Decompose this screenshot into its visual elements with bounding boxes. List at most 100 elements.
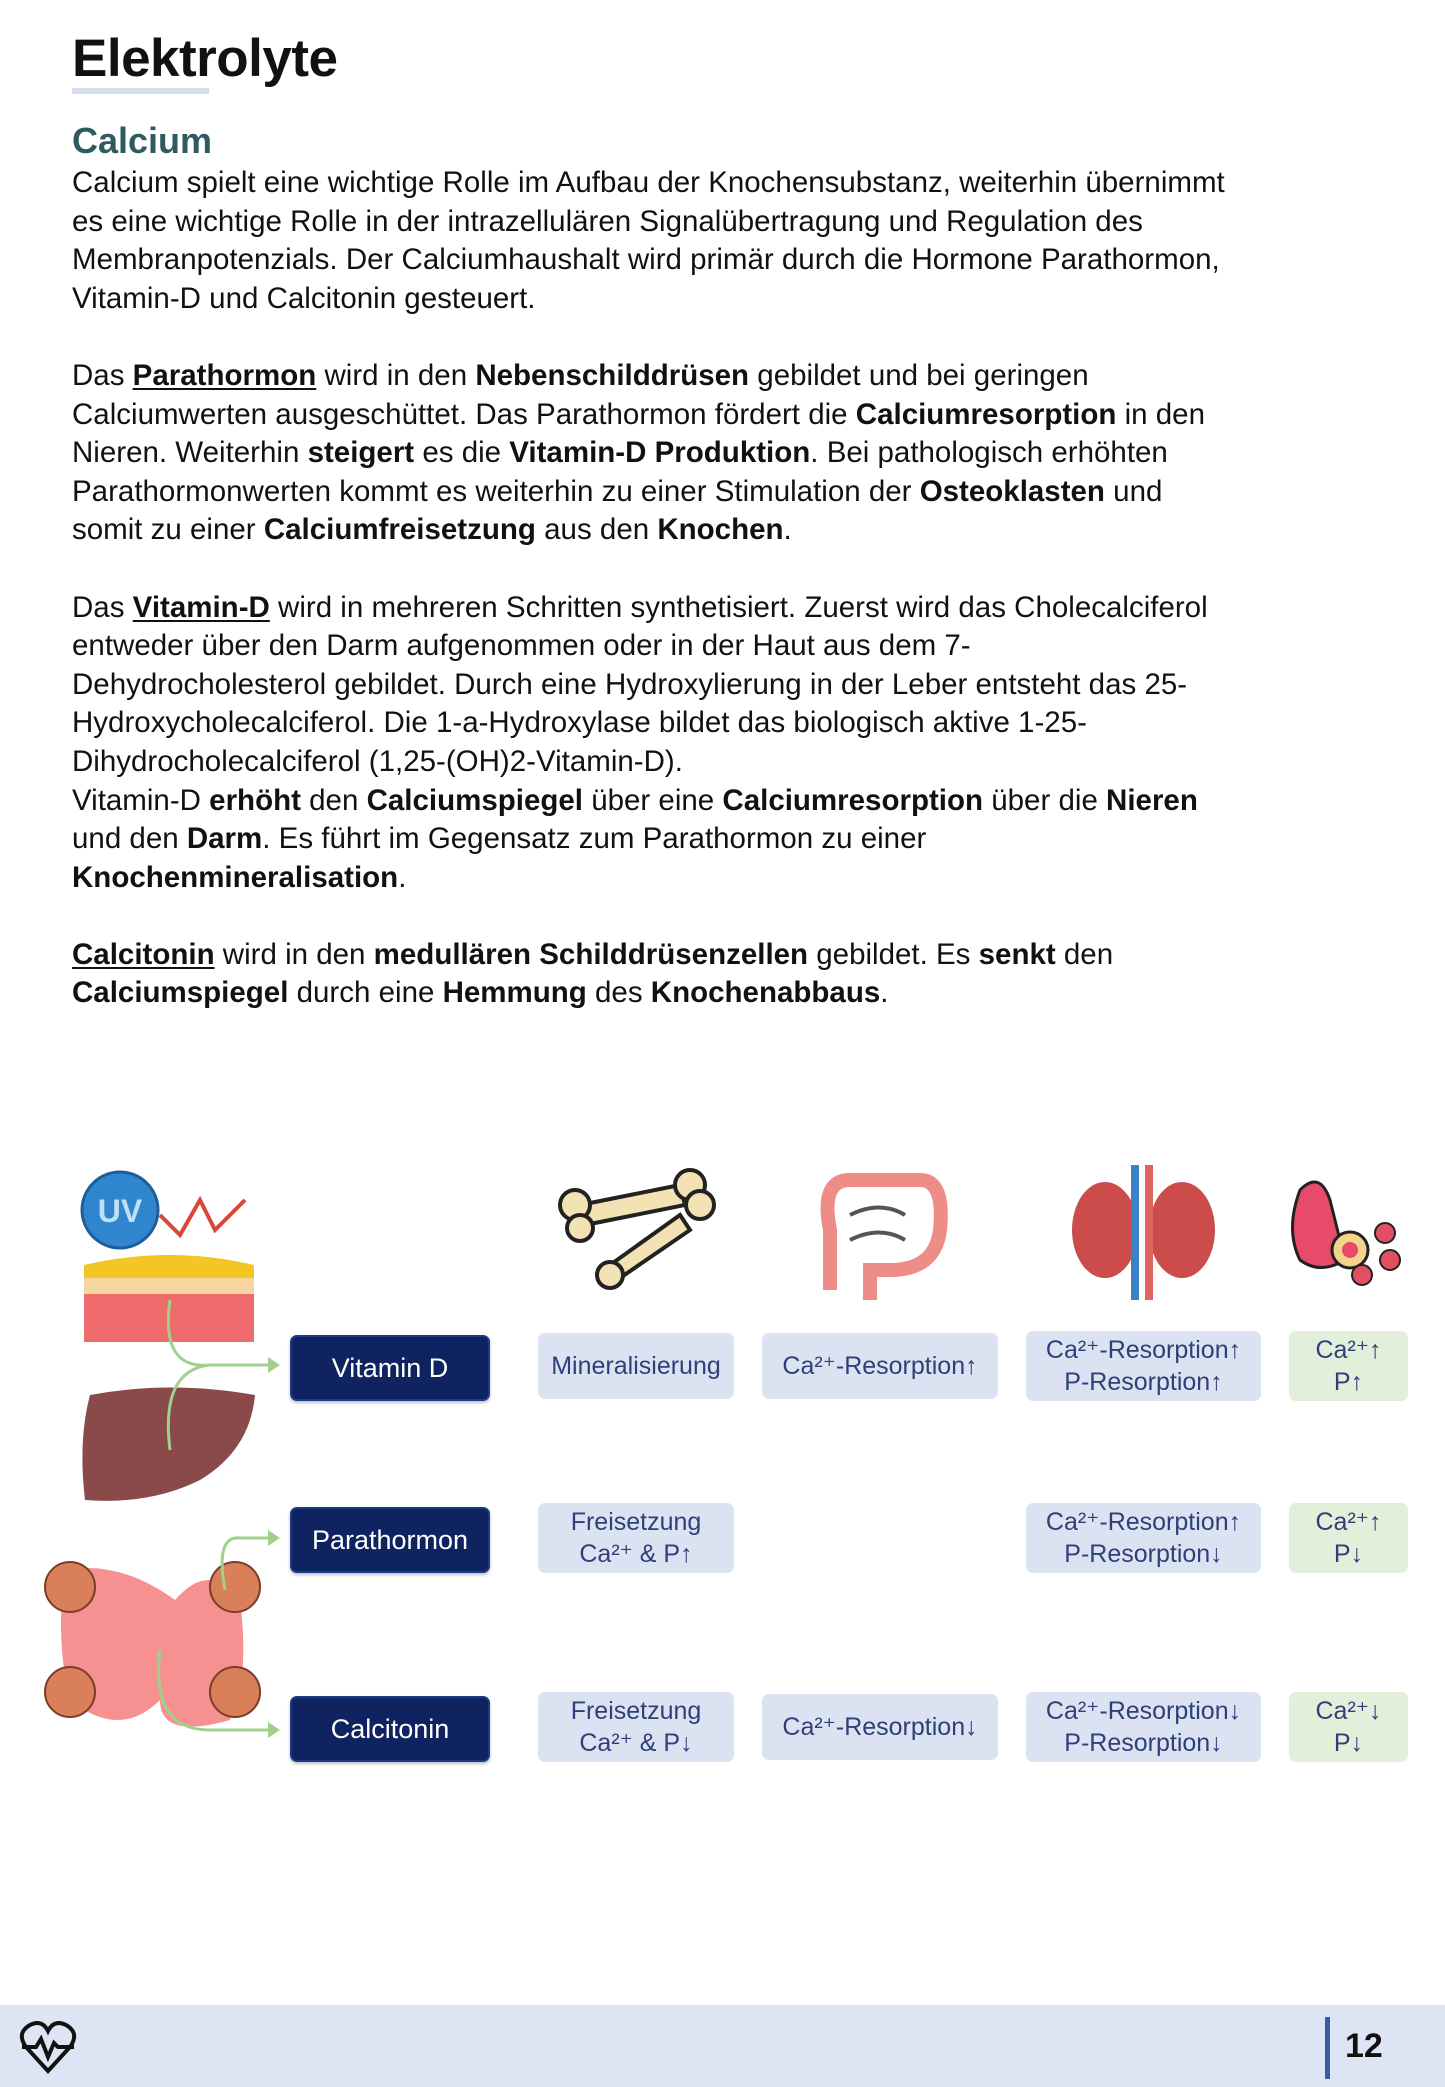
calcium-diagram-illustrations: UV bbox=[44, 1165, 1401, 1738]
text-line: Dehydrocholesterol gebildet. Durch eine … bbox=[72, 666, 1412, 705]
effect-text: Ca²⁺-Resorption↑ bbox=[1045, 1336, 1242, 1364]
emphasized-term: medullären Schilddrüsenzellen bbox=[373, 937, 809, 971]
text-run: Dihydrocholecalciferol (1,25-(OH)2-Vitam… bbox=[72, 744, 683, 778]
bone-effect-box: Mineralisierung bbox=[538, 1333, 734, 1399]
text-line: Calciumwerten ausgeschüttet. Das Paratho… bbox=[72, 396, 1412, 435]
emphasized-term: Knochenabbaus bbox=[650, 976, 881, 1010]
text-run: Calcium spielt eine wichtige Rolle im Au… bbox=[72, 166, 1225, 199]
text-run: den bbox=[300, 783, 367, 817]
text-line: Vitamin-D und Calcitonin gesteuert. bbox=[72, 280, 1412, 319]
effect-text: Mineralisierung bbox=[551, 1352, 721, 1380]
text-run: . bbox=[880, 976, 889, 1010]
text-line: Knochenmineralisation. bbox=[72, 859, 1412, 898]
emphasized-term: Hemmung bbox=[442, 976, 587, 1010]
text-run: in den bbox=[1116, 397, 1205, 431]
bone-icon bbox=[558, 1168, 716, 1290]
text-line bbox=[72, 318, 1412, 357]
text-run: Vitamin-D und Calcitonin gesteuert. bbox=[72, 281, 536, 315]
bone-effect-box: Freisetzung Ca²⁺ & P↑ bbox=[538, 1503, 734, 1573]
text-line: Membranpotenzials. Der Calciumhaushalt w… bbox=[72, 241, 1412, 280]
text-run: Hydroxycholecalciferol. Die 1-a-Hydroxyl… bbox=[72, 706, 1087, 740]
emphasized-term: Knochen bbox=[657, 513, 784, 547]
footer: 12 bbox=[0, 2005, 1445, 2087]
body-text: Calcium spielt eine wichtige Rolle im Au… bbox=[72, 164, 1412, 1013]
hormone-box: Parathormon bbox=[290, 1507, 490, 1573]
text-run: gebildet. Es bbox=[808, 937, 979, 971]
text-run: und den bbox=[72, 822, 187, 856]
blood-vessel-icon bbox=[1291, 1180, 1401, 1286]
intestine-icon bbox=[820, 1173, 948, 1300]
emphasized-term: Calciumspiegel bbox=[72, 976, 289, 1010]
text-line: Das Parathormon wird in den Nebenschildd… bbox=[72, 357, 1412, 396]
kidney-icon bbox=[1072, 1165, 1215, 1300]
kidney-effect-box: Ca²⁺-Resorption↑ P-Resorption↑ bbox=[1026, 1331, 1261, 1401]
text-line: Hydroxycholecalciferol. Die 1-a-Hydroxyl… bbox=[72, 704, 1412, 743]
emphasized-term: erhöht bbox=[209, 783, 301, 817]
text-run: es die bbox=[414, 436, 510, 470]
emphasized-term: Darm bbox=[186, 822, 263, 856]
text-run: . bbox=[398, 860, 407, 894]
emphasized-term: steigert bbox=[307, 436, 415, 470]
emphasized-term: senkt bbox=[978, 937, 1056, 971]
text-run: . bbox=[783, 513, 792, 547]
text-line bbox=[72, 550, 1412, 589]
text-run: Das bbox=[72, 358, 133, 392]
blood-effect-box: Ca²⁺↑ P↑ bbox=[1289, 1331, 1408, 1401]
blood-effect-box: Ca²⁺↓ P↓ bbox=[1289, 1692, 1408, 1762]
parathyroid-icon bbox=[44, 1561, 261, 1727]
text-run: Dehydrocholesterol gebildet. Durch eine … bbox=[72, 667, 1188, 701]
effect-text: Ca²⁺-Resorption↓ bbox=[782, 1713, 978, 1741]
text-line: Calcium spielt eine wichtige Rolle im Au… bbox=[72, 164, 1412, 203]
effect-text: P-Resorption↓ bbox=[1064, 1729, 1223, 1757]
page-title: Elektrolyte bbox=[72, 29, 338, 88]
text-line bbox=[72, 897, 1412, 936]
effect-text: Ca²⁺↑ bbox=[1315, 1508, 1382, 1536]
emphasized-term: Nieren bbox=[1106, 783, 1198, 817]
text-run: des bbox=[586, 976, 651, 1010]
text-run: gebildet und bei geringen bbox=[749, 358, 1089, 392]
emphasized-term: Calciumresorption bbox=[722, 783, 984, 817]
text-line: Calciumspiegel durch eine Hemmung des Kn… bbox=[72, 974, 1412, 1013]
text-run: . Es führt im Gegensatz zum Parathormon … bbox=[262, 822, 927, 856]
effect-text: Ca²⁺-Resorption↑ bbox=[782, 1352, 978, 1380]
text-run: Nieren. Weiterhin bbox=[72, 436, 308, 470]
effect-text: P↓ bbox=[1333, 1729, 1364, 1757]
text-run: wird in den bbox=[214, 937, 374, 971]
emphasized-term: Parathormon bbox=[132, 358, 317, 392]
effect-text: Ca²⁺-Resorption↑ bbox=[1045, 1508, 1242, 1536]
text-run: Vitamin-D bbox=[72, 783, 210, 817]
text-run: wird in mehreren Schritten synthetisiert… bbox=[269, 590, 1208, 624]
text-run: und bbox=[1104, 474, 1163, 508]
emphasized-term: Calcitonin bbox=[72, 937, 215, 971]
emphasized-term: Knochenmineralisation bbox=[72, 860, 399, 894]
text-line: es eine wichtige Rolle in der intrazellu… bbox=[72, 203, 1412, 242]
bone-effect-box: Freisetzung Ca²⁺ & P↓ bbox=[538, 1692, 734, 1762]
emphasized-term: Calciumfreisetzung bbox=[263, 513, 536, 547]
uv-icon: UV bbox=[80, 1170, 247, 1250]
effect-text: P↑ bbox=[1333, 1368, 1364, 1396]
emphasized-term: Nebenschilddrüsen bbox=[475, 358, 750, 392]
text-run: über eine bbox=[583, 783, 723, 817]
effect-text: Ca²⁺ & P↓ bbox=[579, 1729, 693, 1757]
hormone-box: Vitamin D bbox=[290, 1335, 490, 1401]
page-number-bar bbox=[1325, 2017, 1330, 2079]
effect-text: Ca²⁺-Resorption↓ bbox=[1045, 1697, 1242, 1725]
heart-pulse-icon bbox=[19, 2021, 77, 2074]
emphasized-term: Calciumresorption bbox=[855, 397, 1117, 431]
emphasized-term: Osteoklasten bbox=[919, 474, 1105, 508]
text-line: entweder über den Darm aufgenommen oder … bbox=[72, 627, 1412, 666]
text-line: Calcitonin wird in den medullären Schild… bbox=[72, 936, 1412, 975]
title-underline bbox=[72, 88, 209, 94]
text-run: Das bbox=[72, 590, 133, 624]
hormone-box: Calcitonin bbox=[290, 1696, 490, 1762]
svg-text:UV: UV bbox=[98, 1193, 143, 1229]
green-arrows bbox=[157, 1299, 280, 1738]
text-line: Vitamin-D erhöht den Calciumspiegel über… bbox=[72, 782, 1412, 821]
text-run: somit zu einer bbox=[72, 513, 264, 547]
emphasized-term: Calciumspiegel bbox=[366, 783, 583, 817]
kidney-effect-box: Ca²⁺-Resorption↓ P-Resorption↓ bbox=[1026, 1692, 1261, 1762]
text-line: Das Vitamin-D wird in mehreren Schritten… bbox=[72, 589, 1412, 628]
emphasized-term: Vitamin-D Produktion bbox=[509, 436, 811, 470]
text-run: entweder über den Darm aufgenommen oder … bbox=[72, 629, 971, 663]
effect-text: Ca²⁺↑ bbox=[1315, 1336, 1382, 1364]
